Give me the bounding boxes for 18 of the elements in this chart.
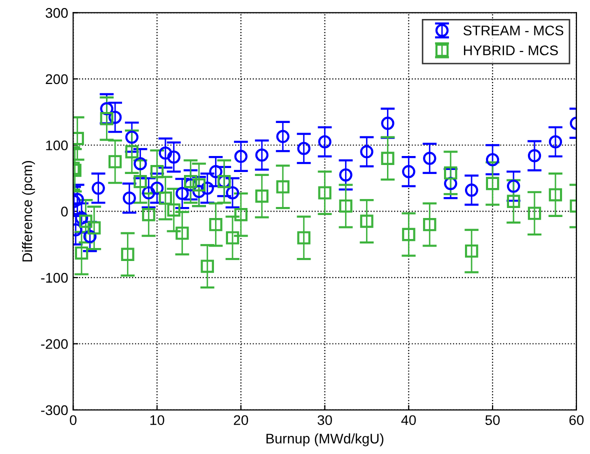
x-tick-label: 30 [318, 415, 332, 426]
x-tick-label: 40 [401, 415, 416, 426]
legend-label: STREAM - MCS [463, 26, 564, 36]
y-tick-label: 100 [46, 140, 68, 150]
x-tick-label: 10 [150, 415, 164, 426]
y-tick-label: 300 [46, 8, 68, 18]
y-tick-label: -100 [41, 272, 68, 283]
x-tick-label: 60 [569, 415, 584, 426]
x-tick-label: 50 [485, 415, 500, 426]
y-tick-label: 200 [46, 74, 68, 84]
x-tick-label: 20 [234, 415, 248, 426]
x-tick-label: 0 [70, 415, 76, 426]
legend-label: HYBRID - MCS [464, 45, 558, 56]
y-tick-label: 0 [61, 206, 68, 217]
y-tick-label: -200 [41, 339, 68, 349]
x-axis-title: Burnup (MWd/kgU) [266, 433, 384, 446]
y-tick-label: -300 [41, 405, 68, 416]
y-axis-title: Difference (pcm) [22, 160, 35, 262]
